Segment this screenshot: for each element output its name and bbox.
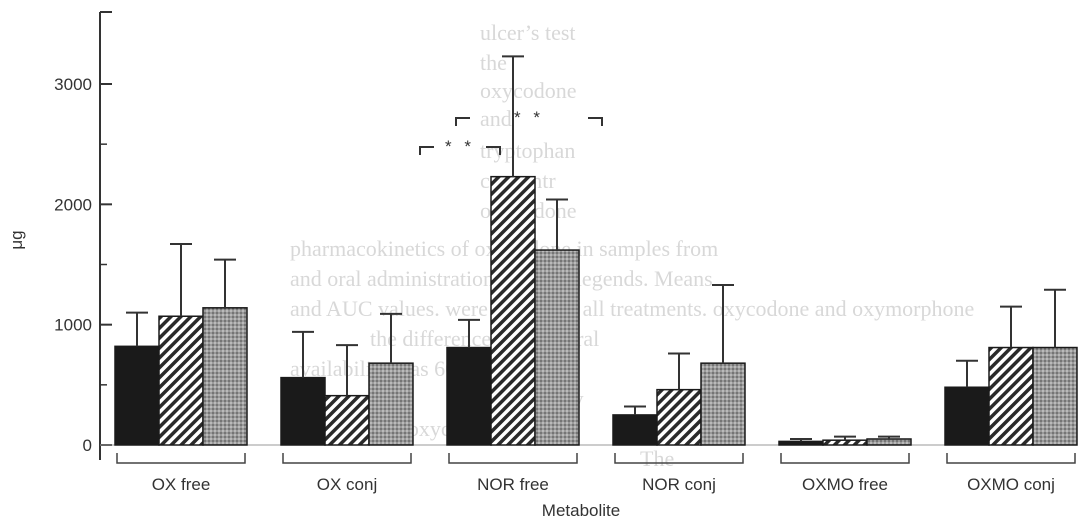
bar-oxmo-free-s2 [822, 439, 868, 446]
x-tick-label: OXMO conj [967, 475, 1055, 494]
category-bracket [282, 453, 412, 464]
bar-nor-free-s2 [490, 175, 536, 446]
x-tick-label: OX free [152, 475, 211, 494]
background-text-line: oxycodone [480, 78, 577, 103]
bar-ox-conj-s1 [280, 376, 326, 446]
category-bracket [614, 453, 744, 464]
significance-brackets: * * * * [419, 108, 603, 156]
bar-ox-free-s3 [202, 307, 248, 446]
bar-ox-free-s1 [114, 345, 160, 446]
significance-bracket [455, 117, 603, 126]
bar-nor-conj-s3 [700, 362, 746, 446]
bars [114, 175, 1078, 446]
background-text-line: The [640, 446, 675, 471]
category-bracket [780, 453, 910, 464]
background-text-line: and [480, 106, 512, 131]
error-bars [126, 55, 1066, 442]
x-tick-label: OX conj [317, 475, 377, 494]
category-bracket [946, 453, 1076, 464]
category-bracket [448, 453, 578, 464]
bar-oxmo-conj-s2 [988, 346, 1034, 446]
labels: 0 1000 2000 3000 OX free OX conj NOR free NOR c… [7, 75, 1055, 520]
bar-ox-conj-s3 [368, 362, 414, 446]
y-tick-label: 1000 [54, 316, 92, 335]
significance-label: * * [514, 108, 544, 127]
x-tick-label: NOR free [477, 475, 549, 494]
y-tick-label: 3000 [54, 75, 92, 94]
y-tick-label: 2000 [54, 195, 92, 214]
bar-ox-conj-s2 [324, 394, 370, 446]
category-bracket [116, 453, 246, 464]
bar-oxmo-conj-s1 [944, 386, 990, 446]
x-tick-label: NOR conj [642, 475, 716, 494]
x-tick-label: OXMO free [802, 475, 888, 494]
background-text-line: the [480, 50, 507, 75]
bar-nor-free-s3 [534, 249, 580, 446]
bar-nor-free-s1 [446, 346, 492, 446]
background-text-line: and AUC values. were similar in all trea… [290, 296, 975, 321]
background-text-line: tryptophan [480, 138, 576, 163]
bar-oxmo-conj-s3 [1032, 346, 1078, 446]
bar-ox-free-s2 [158, 315, 204, 446]
y-tick-label: 0 [83, 436, 92, 455]
y-axis-title: μg [7, 230, 26, 249]
significance-label: * * [445, 137, 475, 156]
bar-oxmo-free-s1 [778, 440, 824, 446]
significance-bracket [419, 146, 501, 155]
background-text-line: ulcer’s test [480, 20, 576, 45]
bar-nor-conj-s2 [656, 388, 702, 446]
bar-oxmo-free-s3 [866, 438, 912, 446]
bar-nor-conj-s1 [612, 414, 658, 446]
x-axis-title: Metabolite [542, 501, 620, 520]
